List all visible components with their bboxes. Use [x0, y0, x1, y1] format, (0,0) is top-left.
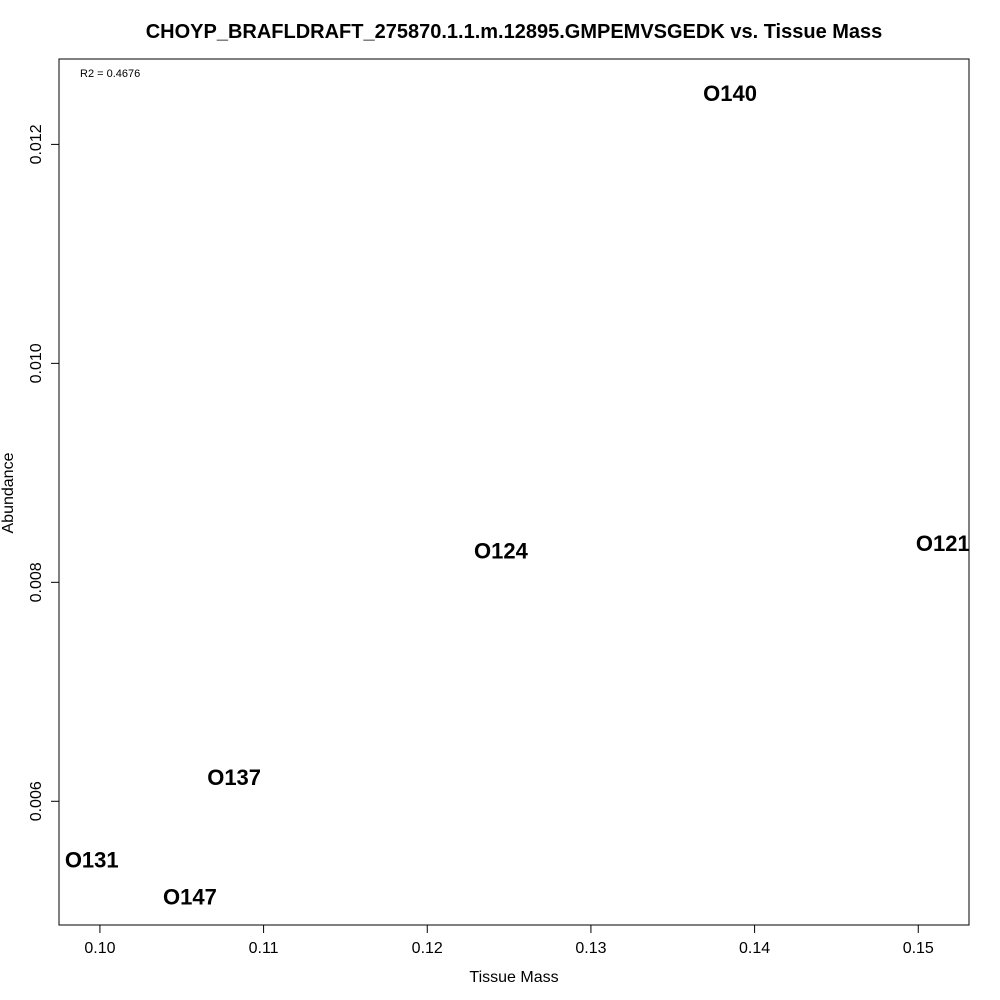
chart-title: CHOYP_BRAFLDRAFT_275870.1.1.m.12895.GMPE… — [146, 21, 883, 43]
x-tick-label: 0.11 — [249, 940, 279, 957]
point-label-o147: O147 — [163, 885, 217, 910]
x-tick-label: 0.13 — [575, 940, 606, 957]
point-label-o140: O140 — [703, 81, 757, 106]
y-tick-label: 0.010 — [28, 343, 45, 383]
x-axis: 0.10 0.11 0.12 0.13 0.14 0.15 — [84, 924, 934, 957]
point-label-o137: O137 — [207, 765, 261, 790]
y-tick-label: 0.006 — [28, 781, 45, 821]
point-label-o131: O131 — [65, 847, 119, 872]
y-tick-label: 0.012 — [28, 124, 45, 164]
y-tick-label: 0.008 — [28, 562, 45, 602]
y-axis: 0.006 0.008 0.010 0.012 — [28, 124, 60, 821]
x-tick-label: 0.15 — [903, 940, 934, 957]
point-label-o121: O121 — [916, 531, 970, 556]
point-label-o124: O124 — [474, 539, 529, 564]
plot-frame — [58, 58, 970, 926]
x-tick-label: 0.14 — [739, 940, 770, 957]
data-points: O140 O124 O121 O137 O131 O147 — [65, 81, 970, 910]
r2-annotation: R2 = 0.4676 — [80, 68, 140, 80]
x-tick-label: 0.10 — [84, 940, 115, 957]
x-axis-label: Tissue Mass — [469, 969, 558, 986]
x-tick-label: 0.12 — [412, 940, 443, 957]
y-axis-label: Abundance — [0, 452, 17, 533]
